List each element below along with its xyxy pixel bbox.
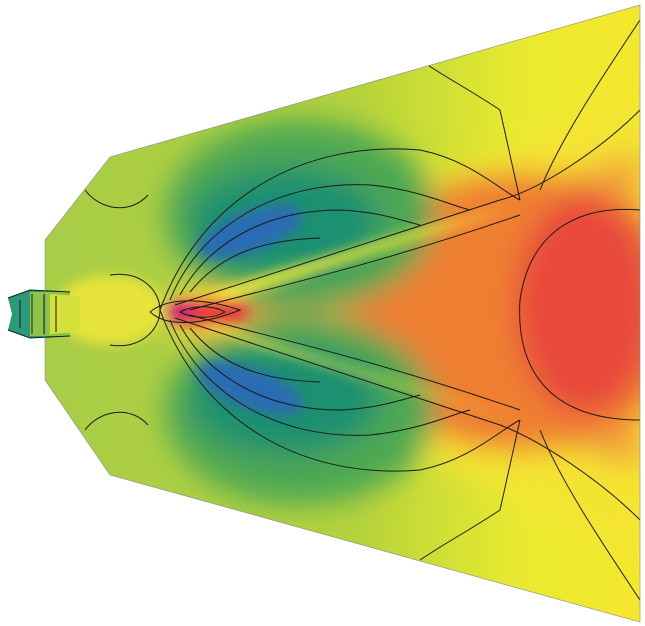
fan-outline: [44, 4, 641, 623]
contour-lines: [84, 19, 640, 601]
nozzle: [7, 289, 80, 339]
